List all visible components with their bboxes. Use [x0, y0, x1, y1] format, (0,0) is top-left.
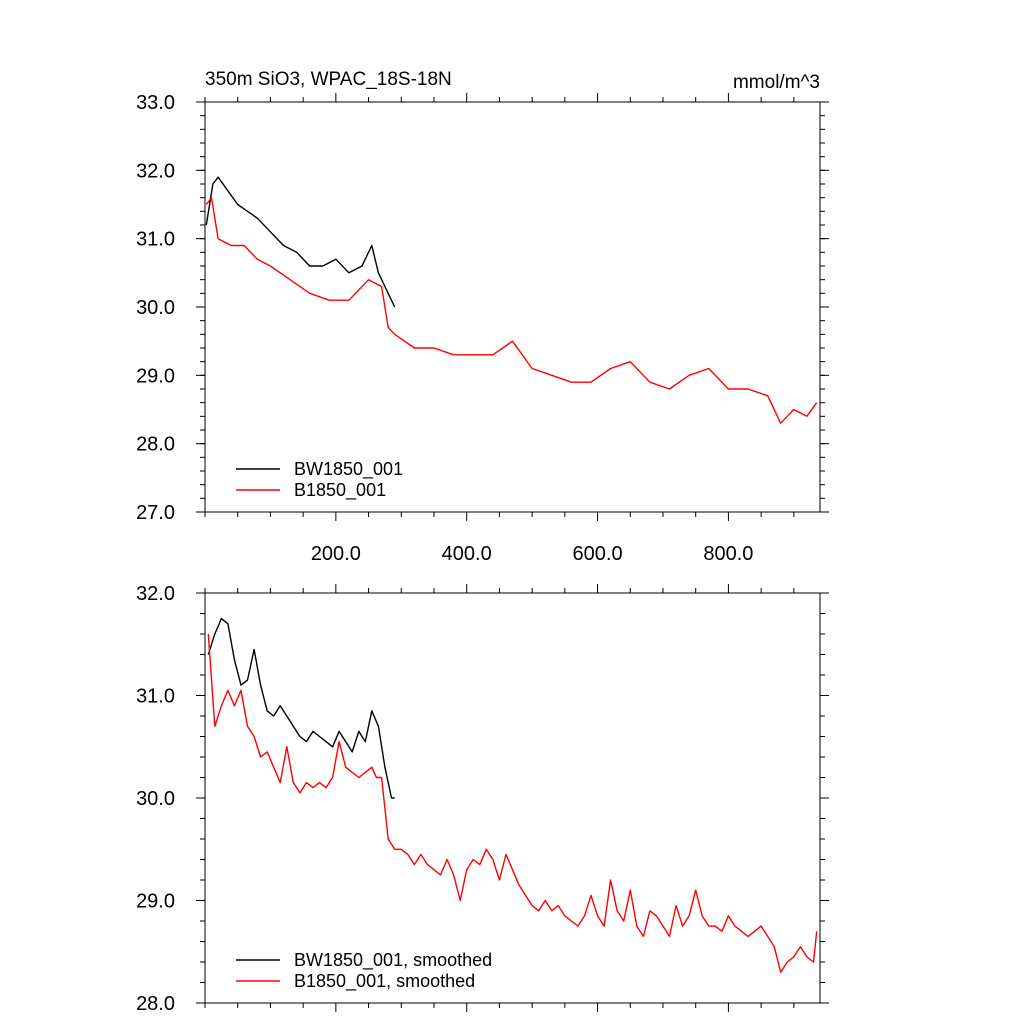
legend-label: B1850_001, smoothed — [294, 971, 475, 992]
y-tick-label: 27.0 — [136, 502, 175, 524]
series-line — [207, 617, 395, 799]
y-tick-label: 31.0 — [136, 229, 175, 251]
legend-label: B1850_001 — [294, 480, 386, 501]
y-tick-label: 28.0 — [136, 434, 175, 456]
y-tick-label: 33.0 — [136, 92, 175, 114]
unit-label: mmol/m^3 — [733, 72, 820, 93]
series-line — [207, 633, 818, 973]
y-tick-label: 31.0 — [136, 686, 175, 708]
plot-frame — [204, 101, 821, 513]
series-line — [205, 196, 818, 424]
y-tick-label: 28.0 — [136, 993, 175, 1015]
x-tick-label: 400.0 — [442, 543, 492, 565]
x-tick-label: 600.0 — [573, 543, 623, 565]
bottom-panel: 28.0 29.0 30.0 31.0 32.0 BW1850_001, smoothed… — [136, 583, 829, 1015]
plot-frame — [204, 592, 821, 1004]
top-panel: 27.0 28.0 29.0 30.0 31.0 32.0 33.0 200.0 400.0 60… — [136, 92, 829, 565]
legend-label: BW1850_001, smoothed — [294, 950, 492, 971]
y-tick-label: 32.0 — [136, 583, 175, 605]
y-tick-label: 29.0 — [136, 365, 175, 387]
x-tick-label: 800.0 — [703, 543, 753, 565]
x-tick-label: 200.0 — [311, 543, 361, 565]
series-line — [205, 176, 396, 308]
y-tick-label: 32.0 — [136, 160, 175, 182]
chart-title: 350m SiO3, WPAC_18S-18N — [205, 69, 452, 90]
y-tick-label: 29.0 — [136, 891, 175, 913]
legend-label: BW1850_001 — [294, 459, 403, 480]
y-tick-label: 30.0 — [136, 297, 175, 319]
y-tick-label: 30.0 — [136, 788, 175, 810]
